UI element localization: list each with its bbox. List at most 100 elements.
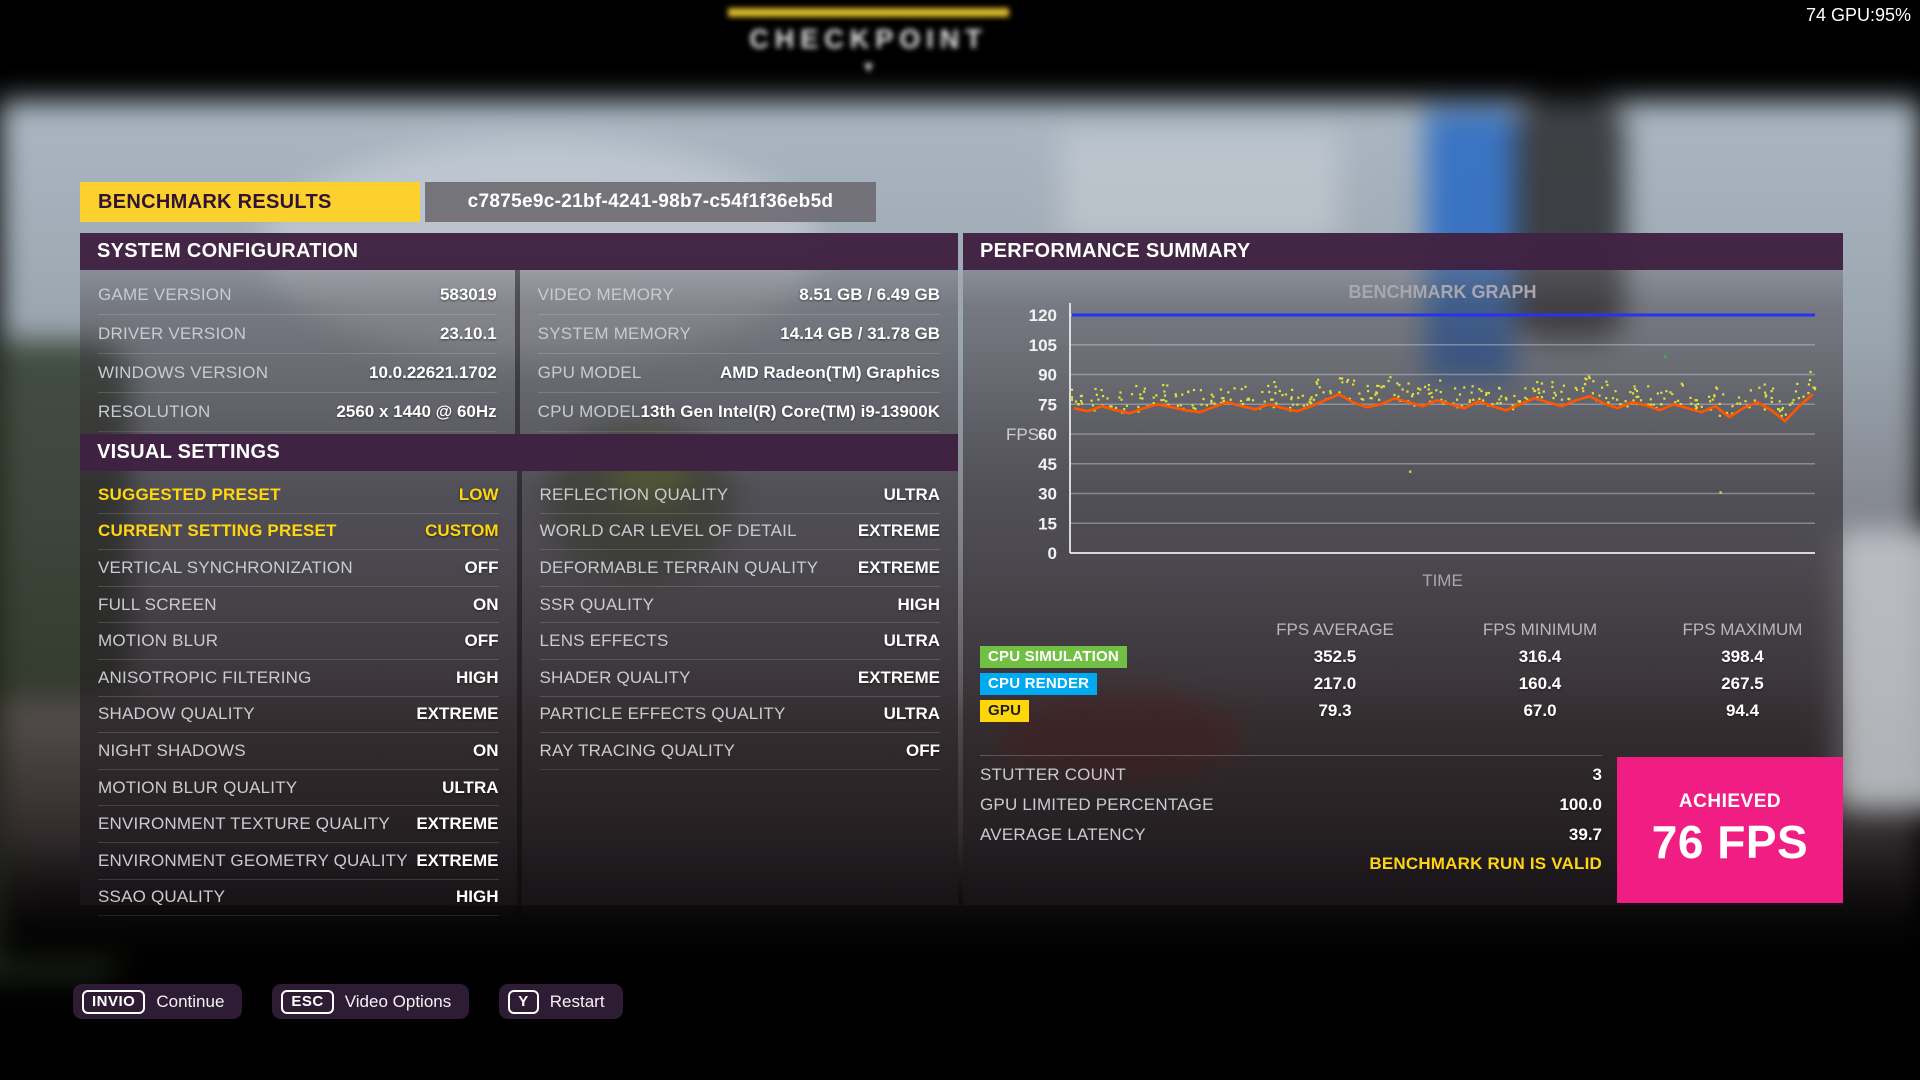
video-options-button[interactable]: ESC Video Options	[272, 984, 470, 1019]
svg-text:60: 60	[1038, 425, 1057, 444]
fps-value: 316.4	[1518, 646, 1562, 666]
setting-row-value: OFF	[906, 740, 940, 760]
continue-button[interactable]: INVIO Continue	[73, 984, 243, 1019]
setting-row: DEFORMABLE TERRAIN QUALITY EXTREME	[539, 550, 940, 587]
config-row-label: SYSTEM MEMORY	[537, 324, 692, 343]
setting-row-label: ANISOTROPIC FILTERING	[98, 667, 312, 687]
config-row-label: WINDOWS VERSION	[98, 363, 269, 382]
restart-button-label: Restart	[549, 991, 605, 1011]
svg-text:BENCHMARK GRAPH: BENCHMARK GRAPH	[1349, 282, 1537, 302]
visual-settings-right-column: REFLECTION QUALITY ULTRA WORLD CAR LEVEL O…	[522, 471, 959, 918]
visual-settings-grid: SUGGESTED PRESET LOW CURRENT SETTING PRESE…	[80, 471, 959, 919]
setting-row: SUGGESTED PRESET LOW	[98, 477, 499, 514]
restart-button[interactable]: Y Restart	[499, 984, 623, 1019]
setting-row-label: SHADER QUALITY	[539, 667, 691, 687]
system-configuration-right-column: VIDEO MEMORY 8.51 GB / 6.49 GB SYSTEM MEMO…	[520, 270, 958, 434]
setting-row-value: ULTRA	[883, 484, 940, 504]
setting-row: CURRENT SETTING PRESET CUSTOM	[98, 514, 499, 551]
run-stat-label: STUTTER COUNT	[980, 765, 1127, 784]
config-row: GAME VERSION 583019	[98, 276, 497, 315]
system-configuration-left-column: GAME VERSION 583019 DRIVER VERSION 23.10.1 W…	[80, 270, 515, 434]
setting-row-value: OFF	[464, 631, 499, 651]
config-row: VIDEO MEMORY 8.51 GB / 6.49 GB	[537, 276, 940, 315]
fps-value: 94.4	[1725, 700, 1760, 720]
setting-row-label: ENVIRONMENT GEOMETRY QUALITY	[98, 850, 408, 870]
setting-row-label: LENS EFFECTS	[539, 631, 669, 651]
fps-table-row: CPU RENDER 217.0 160.4 267.5	[963, 670, 1843, 697]
benchmark-run-id: c7875e9c-21bf-4241-98b7-c54f1f36eb5d	[425, 182, 876, 222]
fps-value: 160.4	[1518, 673, 1562, 693]
config-row: SYSTEM MEMORY 14.14 GB / 31.78 GB	[537, 315, 940, 354]
svg-text:120: 120	[1029, 306, 1057, 325]
svg-text:0: 0	[1048, 544, 1057, 563]
run-stat-value: 39.7	[1568, 825, 1602, 844]
fps-table-header: FPS MAXIMUM	[1682, 619, 1803, 639]
setting-row-label: VERTICAL SYNCHRONIZATION	[98, 557, 353, 577]
config-row-label: DRIVER VERSION	[98, 324, 247, 343]
fps-stats-table: FPS AVERAGE FPS MINIMUM FPS MAXIMUM CPU SIM…	[963, 616, 1843, 724]
visual-settings-left-column: SUGGESTED PRESET LOW CURRENT SETTING PRESE…	[80, 471, 517, 918]
setting-row-value: EXTREME	[857, 521, 940, 541]
setting-row-label: MOTION BLUR QUALITY	[98, 777, 298, 797]
config-row: GPU MODEL AMD Radeon(TM) Graphics	[537, 354, 940, 393]
background-building	[1060, 130, 1340, 240]
setting-row-label: CURRENT SETTING PRESET	[98, 521, 337, 541]
setting-row: RAY TRACING QUALITY OFF	[539, 733, 940, 770]
column-divider	[514, 270, 520, 434]
setting-row-label: SHADOW QUALITY	[98, 704, 255, 724]
fps-value: 79.3	[1318, 700, 1352, 720]
setting-row-label: WORLD CAR LEVEL OF DETAIL	[539, 521, 797, 541]
setting-row-value: EXTREME	[857, 557, 940, 577]
run-stat-row: AVERAGE LATENCY 39.7	[980, 820, 1602, 850]
config-row: DRIVER VERSION 23.10.1	[98, 315, 497, 354]
setting-row-label: DEFORMABLE TERRAIN QUALITY	[539, 557, 819, 577]
svg-text:TIME: TIME	[1422, 571, 1463, 590]
setting-row-label: RAY TRACING QUALITY	[539, 740, 736, 760]
series-badge: GPU	[980, 699, 1030, 722]
svg-text:30: 30	[1038, 485, 1057, 504]
benchmark-graph-container: BENCHMARK GRAPH 0 15 30 45 60 75 90 105 120 FPS TIM…	[963, 270, 1843, 622]
config-row-value: 2560 x 1440 @ 60Hz	[336, 402, 497, 421]
setting-row: VERTICAL SYNCHRONIZATION OFF	[98, 550, 499, 587]
restart-button-key: Y	[508, 989, 539, 1014]
setting-row-value: ULTRA	[883, 704, 940, 724]
setting-row-value: EXTREME	[416, 814, 499, 834]
setting-row-value: HIGH	[456, 887, 499, 907]
setting-row-label: REFLECTION QUALITY	[539, 484, 729, 504]
config-row-value: 13th Gen Intel(R) Core(TM) i9-13900K	[640, 402, 940, 421]
billboard-title: CHECKPOINT	[749, 24, 988, 54]
parked-car	[1835, 530, 1920, 810]
config-row-value: AMD Radeon(TM) Graphics	[719, 363, 940, 382]
setting-row-value: HIGH	[456, 667, 499, 687]
setting-row-value: HIGH	[897, 594, 941, 614]
fps-value: 217.0	[1313, 673, 1357, 693]
config-row-label: GPU MODEL	[537, 363, 642, 382]
run-stat-row: GPU LIMITED PERCENTAGE 100.0	[980, 790, 1602, 820]
setting-row: FULL SCREEN ON	[98, 587, 499, 624]
svg-text:90: 90	[1038, 366, 1057, 385]
config-row-value: 23.10.1	[439, 324, 497, 343]
setting-row-label: PARTICLE EFFECTS QUALITY	[539, 704, 786, 724]
run-stat-value: 3	[1592, 765, 1602, 784]
setting-row-value: ON	[473, 594, 499, 614]
fps-value: 352.5	[1313, 646, 1357, 666]
run-stat-row: STUTTER COUNT 3	[980, 760, 1602, 790]
fps-value: 67.0	[1523, 700, 1557, 720]
fps-table-header: FPS MINIMUM	[1482, 619, 1598, 639]
setting-row: LENS EFFECTS ULTRA	[539, 623, 940, 660]
fps-gpu-counter: 74 GPU:95%	[1805, 5, 1911, 25]
setting-row-label: SSR QUALITY	[539, 594, 655, 614]
setting-row-label: FULL SCREEN	[98, 594, 217, 614]
setting-row-value: LOW	[458, 484, 499, 504]
setting-row-value: EXTREME	[857, 667, 940, 687]
svg-text:15: 15	[1038, 514, 1057, 533]
performance-summary-header: PERFORMANCE SUMMARY	[963, 233, 1843, 270]
svg-text:105: 105	[1029, 336, 1057, 355]
setting-row: ANISOTROPIC FILTERING HIGH	[98, 660, 499, 697]
footer-actions: INVIO Continue ESC Video Options Y Restart	[73, 984, 623, 1019]
header: BENCHMARK RESULTS c7875e9c-21bf-4241-98b…	[80, 182, 876, 222]
system-configuration-header: SYSTEM CONFIGURATION	[80, 233, 958, 270]
setting-row-value: CUSTOM	[425, 521, 499, 541]
setting-row: SSR QUALITY HIGH	[539, 587, 941, 624]
setting-row-value: EXTREME	[416, 704, 499, 724]
